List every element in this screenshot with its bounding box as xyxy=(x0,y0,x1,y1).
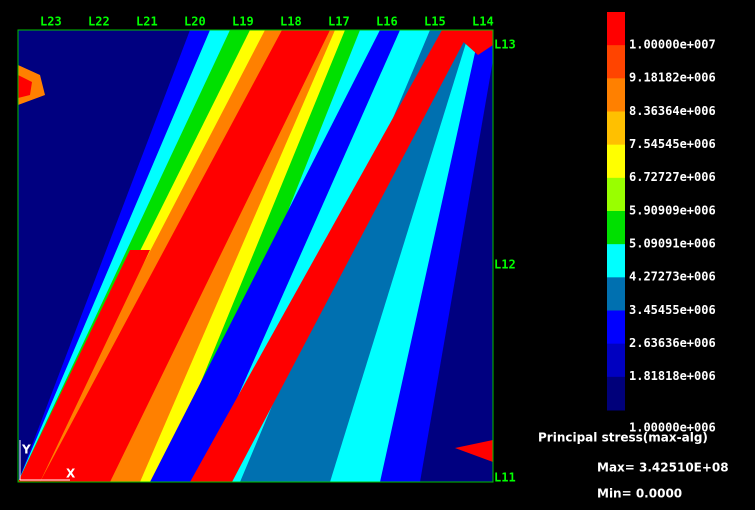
legend: 1.00000e+007 9.18182e+006 8.36364e+006 7.54… xyxy=(607,12,716,435)
max-value: Max= 3.42510E+08 xyxy=(597,461,729,475)
legend-label: 4.27273e+006 xyxy=(629,270,716,284)
legend-label: 1.00000e+006 xyxy=(629,421,716,435)
right-labels: L13 L12 L11 xyxy=(494,38,516,485)
grid-label: L16 xyxy=(376,15,398,29)
legend-swatch xyxy=(607,78,625,112)
legend-swatch xyxy=(607,244,625,278)
legend-label: 6.72727e+006 xyxy=(629,170,716,184)
grid-label: L23 xyxy=(40,15,62,29)
grid-label: L19 xyxy=(232,15,254,29)
result-title: Principal stress(max-alg) xyxy=(538,431,708,445)
grid-label: L22 xyxy=(88,15,110,29)
legend-label: 1.81818e+006 xyxy=(629,369,716,383)
legend-swatch xyxy=(607,45,625,79)
grid-label: L17 xyxy=(328,15,350,29)
legend-swatch xyxy=(607,111,625,146)
min-value: Min= 0.0000 xyxy=(597,487,682,501)
legend-label: 9.18182e+006 xyxy=(629,71,716,85)
legend-swatch xyxy=(607,177,625,212)
legend-label: 1.00000e+007 xyxy=(629,38,716,52)
grid-label: L15 xyxy=(424,15,446,29)
legend-swatch xyxy=(607,144,625,179)
legend-swatch xyxy=(607,343,625,378)
legend-label: 5.90909e+006 xyxy=(629,203,716,217)
legend-label: 8.36364e+006 xyxy=(629,104,716,118)
axis-y-label: Y xyxy=(21,443,31,457)
grid-label: L21 xyxy=(136,15,158,29)
axis-x-label: X xyxy=(66,467,76,481)
legend-label: 5.09091e+006 xyxy=(629,237,716,251)
grid-label: L13 xyxy=(494,38,516,52)
legend-swatch xyxy=(607,277,625,311)
grid-label: L18 xyxy=(280,15,302,29)
grid-label: L12 xyxy=(494,258,516,272)
legend-swatch xyxy=(607,12,625,46)
legend-label: 7.54545e+006 xyxy=(629,137,716,151)
legend-label: 3.45455e+006 xyxy=(629,303,716,317)
contour-plot: Y X xyxy=(17,29,494,483)
legend-swatch xyxy=(607,376,625,411)
legend-swatch xyxy=(607,310,625,345)
grid-label: L11 xyxy=(494,471,516,485)
grid-label: L14 xyxy=(472,15,494,29)
legend-swatch xyxy=(607,211,625,245)
grid-label: L20 xyxy=(184,15,206,29)
top-labels: L23 L22 L21 L20 L19 L18 L17 L16 L15 L14 xyxy=(40,15,494,29)
legend-label: 2.63636e+006 xyxy=(629,336,716,350)
